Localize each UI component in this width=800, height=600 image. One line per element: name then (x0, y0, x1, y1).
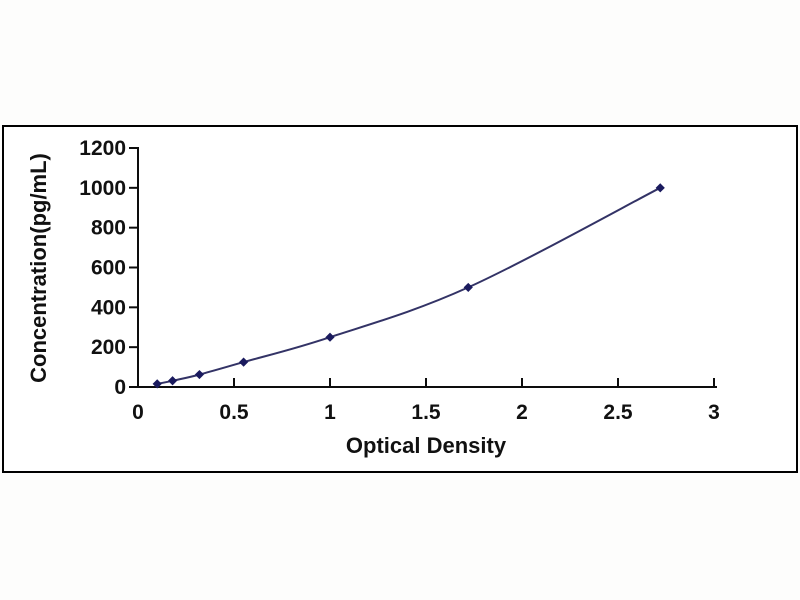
x-tick-label: 2.5 (603, 401, 633, 424)
data-point-marker (655, 183, 665, 193)
y-tick-label: 0 (114, 376, 126, 399)
x-axis-title: Optical Density (346, 433, 507, 458)
x-tick-label: 0 (132, 401, 144, 424)
x-tick-label: 1 (324, 401, 336, 424)
chart-frame (2, 125, 798, 473)
data-point-marker (325, 332, 335, 342)
y-tick-label: 1000 (79, 177, 126, 200)
x-tick-label: 3 (708, 401, 720, 424)
plot-area: 0 200 400 600 800 1000 1200 0 0.5 1 1.5 2 2.5 3 (79, 137, 720, 424)
x-tick-label: 0.5 (219, 401, 249, 424)
y-tick-label: 600 (91, 257, 126, 280)
y-tick-label: 1200 (79, 137, 126, 160)
data-point-marker (152, 379, 162, 389)
y-tick-label: 800 (91, 217, 126, 240)
data-point-marker (194, 369, 205, 380)
y-axis-title: Concentration(pg/mL) (26, 153, 51, 383)
x-tick-label: 2 (516, 401, 528, 424)
x-tick-label: 1.5 (411, 401, 441, 424)
data-point-marker (239, 357, 249, 367)
data-point-marker (167, 376, 178, 386)
y-tick-label: 400 (91, 296, 126, 319)
data-point-marker (463, 282, 473, 293)
y-tick-label: 200 (91, 336, 126, 359)
